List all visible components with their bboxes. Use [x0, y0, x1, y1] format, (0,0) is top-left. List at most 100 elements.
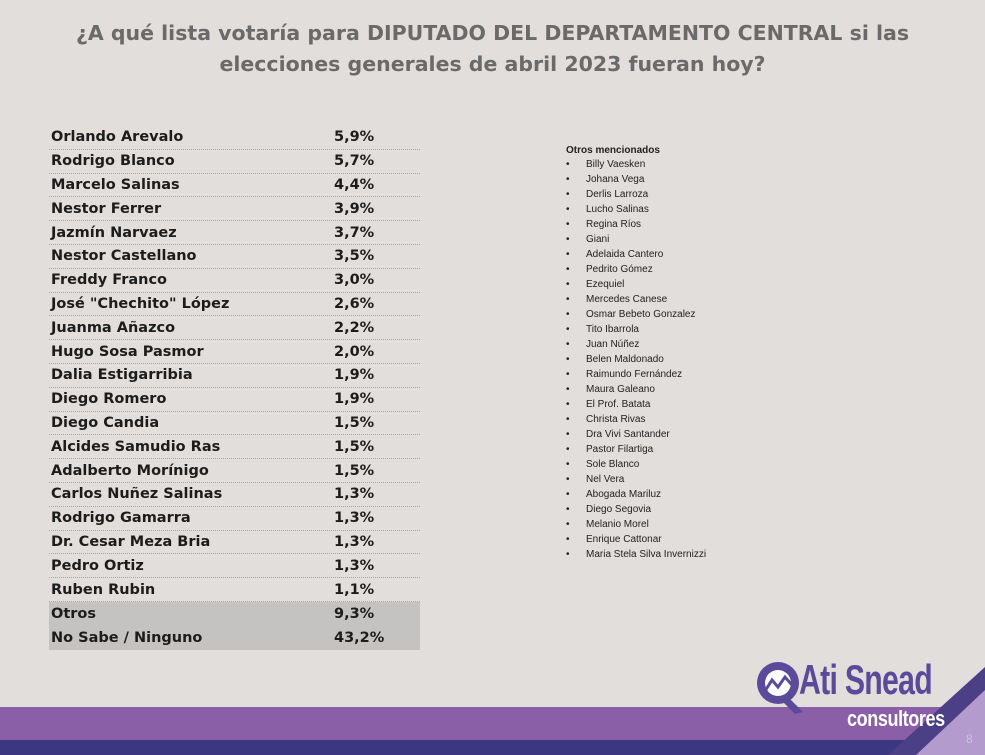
list-item: • Mercedes Canese [566, 292, 706, 307]
other-name: Raimundo Fernández [586, 369, 683, 380]
bullet: • [566, 489, 570, 500]
list-item: • Raimundo Fernández [566, 367, 706, 382]
table-row: Nestor Ferrer 3,9% [49, 197, 420, 222]
bullet: • [566, 294, 570, 305]
candidate-name: Carlos Nuñez Salinas [51, 486, 223, 503]
bullet: • [566, 159, 570, 170]
candidate-percent: 1,3% [334, 510, 375, 527]
candidate-name: Juanma Añazco [51, 319, 176, 336]
other-name: Derlis Larroza [586, 189, 649, 200]
footer-band-navy [0, 740, 985, 755]
list-item: • Enrique Cattonar [566, 532, 706, 547]
candidate-name: Hugo Sosa Pasmor [51, 343, 204, 360]
results-table: Orlando Arevalo 5,9% Rodrigo Blanco 5,7% Mar… [49, 126, 420, 650]
candidate-name: Freddy Franco [51, 272, 168, 289]
candidate-name: No Sabe / Ninguno [51, 629, 203, 646]
candidate-percent: 2,2% [334, 319, 375, 336]
candidate-name: Diego Romero [51, 391, 167, 408]
other-name: Nel Vera [586, 474, 625, 485]
list-item: • Sole Blanco [566, 457, 706, 472]
list-item: • Christa Rivas [566, 412, 706, 427]
table-row: Adalberto Morínigo 1,5% [49, 459, 420, 483]
candidate-name: Orlando Arevalo [51, 129, 184, 146]
table-row: Jazmín Narvaez 3,7% [49, 221, 420, 245]
candidate-name: Dr. Cesar Meza Bria [51, 533, 211, 550]
list-item: • Melanio Morel [566, 517, 706, 532]
other-name: Melanio Morel [586, 519, 649, 530]
table-row: Otros 9,3% [49, 601, 420, 626]
other-name: Giani [586, 234, 610, 245]
other-name: Pedrito Gómez [586, 264, 653, 275]
bullet: • [566, 384, 570, 395]
candidate-percent: 1,3% [334, 486, 375, 503]
candidate-percent: 2,6% [334, 295, 375, 312]
other-name: Sole Blanco [586, 459, 640, 470]
other-name: Christa Rivas [586, 414, 646, 425]
list-item: • Pedrito Gómez [566, 262, 706, 277]
bullet: • [566, 444, 570, 455]
candidate-name: Otros [51, 605, 97, 622]
list-item: • Diego Segovia [566, 502, 706, 517]
candidate-percent: 43,2% [334, 629, 385, 646]
table-row: Dr. Cesar Meza Bria 1,3% [49, 531, 420, 555]
list-item: • Ezequiel [566, 277, 706, 292]
table-row: Freddy Franco 3,0% [49, 269, 420, 293]
title-line-1: ¿A qué lista votaría para DIPUTADO DEL D… [75, 21, 910, 45]
candidate-percent: 1,3% [334, 557, 375, 574]
other-name: Enrique Cattonar [586, 534, 662, 545]
list-item: • Abogada Mariluz [566, 487, 706, 502]
list-item: • Maura Galeano [566, 382, 706, 397]
candidate-name: Pedro Ortiz [51, 557, 144, 574]
others-mentioned-list: Otros mencionados • Billy Vaesken • Johana … [566, 144, 706, 562]
candidate-percent: 1,5% [334, 414, 375, 431]
candidate-name: José "Chechito" López [51, 295, 230, 312]
candidate-percent: 5,7% [334, 153, 375, 170]
list-item: • Maria Stela Silva Invernizzi [566, 547, 706, 562]
other-name: Adelaida Cantero [586, 249, 664, 260]
list-item: • Nel Vera [566, 472, 706, 487]
bullet: • [566, 174, 570, 185]
page-number: 8 [966, 732, 973, 746]
other-name: Mercedes Canese [586, 294, 668, 305]
candidate-percent: 3,7% [334, 224, 375, 241]
list-item: • Pastor Filartiga [566, 442, 706, 457]
other-name: Billy Vaesken [586, 159, 646, 170]
candidate-percent: 1,5% [334, 438, 375, 455]
other-name: Dra Vivi Santander [586, 429, 670, 440]
list-item: • Tito Ibarrola [566, 322, 706, 337]
candidate-percent: 3,9% [334, 200, 375, 217]
other-name: Johana Vega [586, 174, 645, 185]
table-row: José "Chechito" López 2,6% [49, 293, 420, 317]
candidate-name: Dalia Estigarribia [51, 367, 193, 384]
other-name: Regina Ríos [586, 219, 642, 230]
table-row: Marcelo Salinas 4,4% [49, 174, 420, 198]
table-row: Ruben Rubin 1,1% [49, 578, 420, 602]
candidate-percent: 3,5% [334, 248, 375, 265]
table-row: Carlos Nuñez Salinas 1,3% [49, 483, 420, 507]
table-row: Pedro Ortiz 1,3% [49, 554, 420, 579]
other-name: Belen Maldonado [586, 354, 664, 365]
bullet: • [566, 549, 570, 560]
table-row: Alcides Samudio Ras 1,5% [49, 435, 420, 460]
candidate-percent: 3,0% [334, 272, 375, 289]
bullet: • [566, 339, 570, 350]
bullet: • [566, 369, 570, 380]
list-item: • Regina Ríos [566, 217, 706, 232]
bullet: • [566, 414, 570, 425]
candidate-percent: 4,4% [334, 176, 375, 193]
others-items: • Billy Vaesken • Johana Vega • Derlis Larroz… [566, 157, 706, 562]
bullet: • [566, 234, 570, 245]
table-row: Nestor Castellano 3,5% [49, 245, 420, 269]
bullet: • [566, 204, 570, 215]
list-item: • Dra Vivi Santander [566, 427, 706, 442]
list-item: • Derlis Larroza [566, 187, 706, 202]
candidate-percent: 1,9% [334, 367, 375, 384]
candidate-name: Rodrigo Blanco [51, 153, 175, 170]
table-row: Diego Candia 1,5% [49, 412, 420, 436]
candidate-name: Nestor Castellano [51, 248, 197, 265]
table-row: Diego Romero 1,9% [49, 388, 420, 412]
other-name: El Prof. Batata [586, 399, 651, 410]
candidate-name: Jazmín Narvaez [51, 224, 177, 241]
bullet: • [566, 459, 570, 470]
logo-brand-text: Ati Snead [799, 656, 933, 703]
